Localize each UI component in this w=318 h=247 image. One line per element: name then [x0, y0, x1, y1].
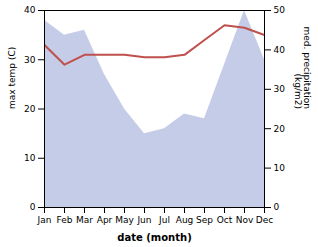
svg-text:Dec: Dec: [256, 215, 273, 225]
svg-text:Mar: Mar: [76, 215, 93, 225]
svg-text:30: 30: [274, 84, 286, 94]
svg-text:med. precipitation(kg/m2): med. precipitation(kg/m2): [293, 27, 312, 109]
svg-text:0: 0: [274, 202, 280, 212]
svg-text:10: 10: [24, 153, 36, 163]
svg-text:Oct: Oct: [217, 215, 233, 225]
svg-text:May: May: [115, 215, 134, 225]
svg-text:Sep: Sep: [196, 215, 213, 225]
svg-text:40: 40: [24, 5, 36, 15]
svg-text:50: 50: [274, 5, 286, 15]
svg-text:Aug: Aug: [176, 215, 194, 225]
svg-text:date (month): date (month): [117, 232, 191, 243]
svg-text:max temp (C): max temp (C): [7, 47, 17, 109]
svg-text:Feb: Feb: [57, 215, 73, 225]
svg-text:30: 30: [24, 55, 36, 65]
svg-text:Jan: Jan: [37, 215, 52, 225]
svg-text:20: 20: [274, 124, 286, 134]
svg-text:10: 10: [274, 163, 286, 173]
svg-text:Jun: Jun: [136, 215, 151, 225]
svg-text:0: 0: [30, 202, 36, 212]
svg-text:Jul: Jul: [158, 215, 170, 225]
svg-text:20: 20: [24, 104, 36, 114]
svg-text:Apr: Apr: [97, 215, 113, 225]
svg-text:Nov: Nov: [236, 215, 254, 225]
svg-text:40: 40: [274, 45, 286, 55]
